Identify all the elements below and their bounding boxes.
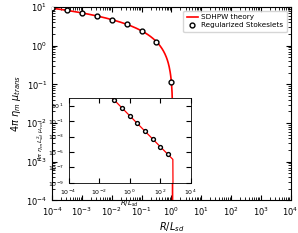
X-axis label: $R/L_{sd}$: $R/L_{sd}$ xyxy=(159,220,184,233)
Y-axis label: $4\pi\ \eta_m\ \mu_{trans}$: $4\pi\ \eta_m\ \mu_{trans}$ xyxy=(10,75,24,132)
Y-axis label: $4\pi\ \eta_m L_{sd}^2\ \mu_{rot}$: $4\pi\ \eta_m L_{sd}^2\ \mu_{rot}$ xyxy=(35,120,46,161)
Legend: SDHPW theory, Regularized Stokeslets: SDHPW theory, Regularized Stokeslets xyxy=(183,10,287,32)
X-axis label: $R/L_{sd}$: $R/L_{sd}$ xyxy=(120,199,139,209)
